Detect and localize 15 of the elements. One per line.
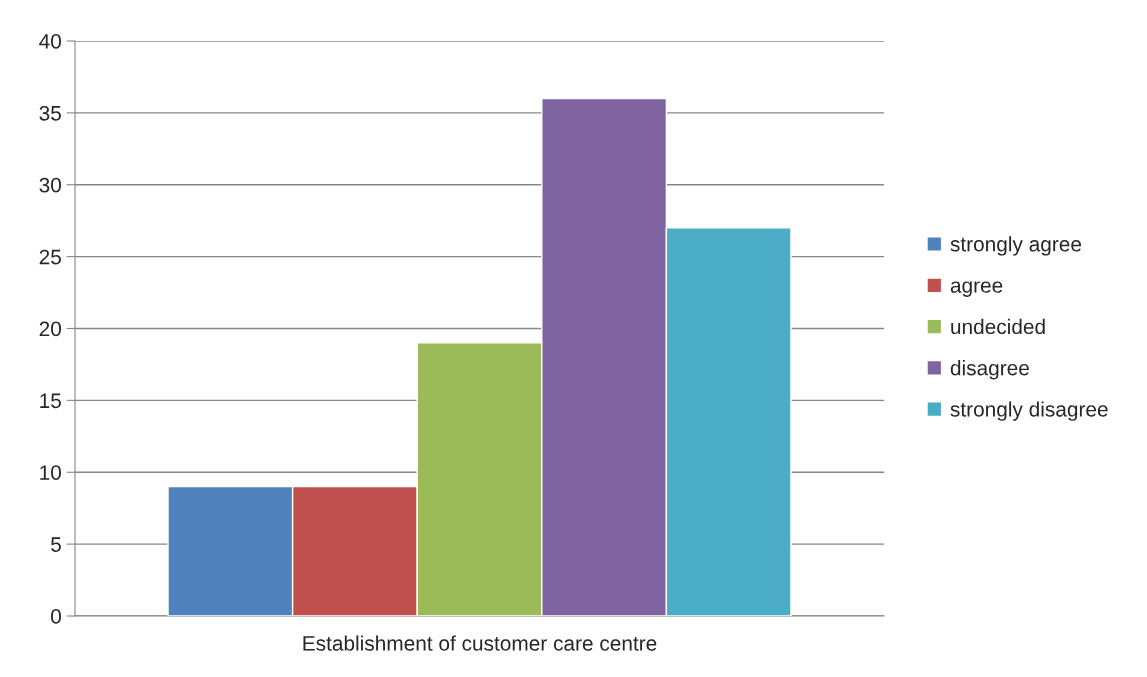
y-tick-label: 30 bbox=[39, 177, 61, 193]
legend-label: strongly agree bbox=[950, 236, 1082, 256]
legend-label: agree bbox=[950, 281, 1003, 297]
y-tick-label: 5 bbox=[51, 537, 61, 552]
y-tick-label: 0 bbox=[51, 609, 61, 624]
legend-label: strongly disagree bbox=[950, 401, 1108, 421]
y-tick-label: 25 bbox=[39, 249, 61, 265]
y-tick-label: 35 bbox=[39, 105, 61, 121]
y-tick-label: 40 bbox=[39, 34, 61, 49]
y-tick-label: 20 bbox=[39, 321, 61, 337]
y-tick-label: 10 bbox=[40, 465, 61, 480]
x-tick-label: Establishment of customer care centre bbox=[303, 635, 657, 651]
y-tick-label: 15 bbox=[40, 393, 61, 409]
legend-label: disagree bbox=[950, 360, 1029, 380]
legend-label: undecided bbox=[951, 318, 1045, 335]
